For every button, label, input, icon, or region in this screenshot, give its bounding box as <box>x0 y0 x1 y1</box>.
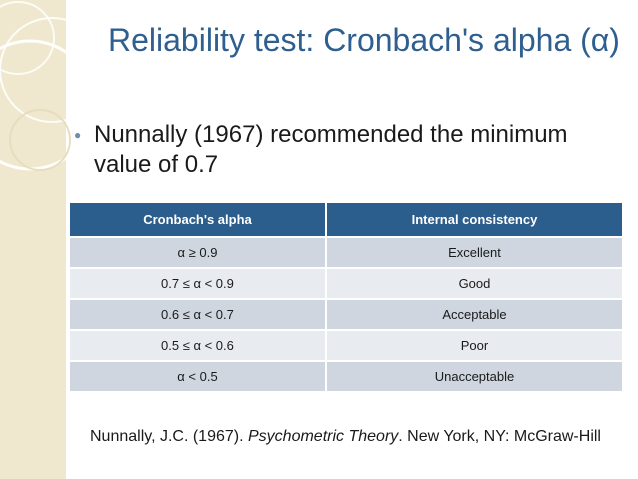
decorative-band <box>0 0 66 479</box>
alpha-range-cell: α ≥ 0.9 <box>70 236 327 268</box>
slide-title: Reliability test: Cronbach's alpha (α) <box>108 22 620 58</box>
table-row: 0.5 ≤ α < 0.6 Poor <box>70 329 622 361</box>
reference-title: Psychometric Theory <box>248 428 399 445</box>
bullet-text: Nunnally (1967) recommended the minimum … <box>94 121 568 178</box>
alpha-range-cell: 0.7 ≤ α < 0.9 <box>70 267 327 299</box>
consistency-cell: Unacceptable <box>325 360 622 391</box>
consistency-cell: Acceptable <box>325 298 622 330</box>
table-row: 0.6 ≤ α < 0.7 Acceptable <box>70 298 622 330</box>
bullet-icon: ● <box>74 128 82 142</box>
alpha-range-cell: 0.5 ≤ α < 0.6 <box>70 329 327 361</box>
consistency-cell: Good <box>325 267 622 299</box>
table-row: α < 0.5 Unacceptable <box>70 360 622 391</box>
consistency-cell: Poor <box>325 329 622 361</box>
table-header-row: Cronbach's alpha Internal consistency <box>70 203 622 237</box>
table-row: α ≥ 0.9 Excellent <box>70 236 622 268</box>
reference-author: Nunnally, J.C. (1967). <box>90 428 248 445</box>
reference-citation: Nunnally, J.C. (1967). Psychometric Theo… <box>90 426 638 448</box>
consistency-cell: Excellent <box>325 236 622 268</box>
column-header-alpha: Cronbach's alpha <box>70 203 327 237</box>
reference-publisher: . New York, NY: McGraw-Hill <box>398 428 601 445</box>
alpha-range-cell: 0.6 ≤ α < 0.7 <box>70 298 327 330</box>
table-row: 0.7 ≤ α < 0.9 Good <box>70 267 622 299</box>
alpha-range-cell: α < 0.5 <box>70 360 327 391</box>
decorative-rings <box>0 1 105 171</box>
column-header-consistency: Internal consistency <box>325 203 622 237</box>
alpha-table: Cronbach's alpha Internal consistency α … <box>70 203 622 391</box>
